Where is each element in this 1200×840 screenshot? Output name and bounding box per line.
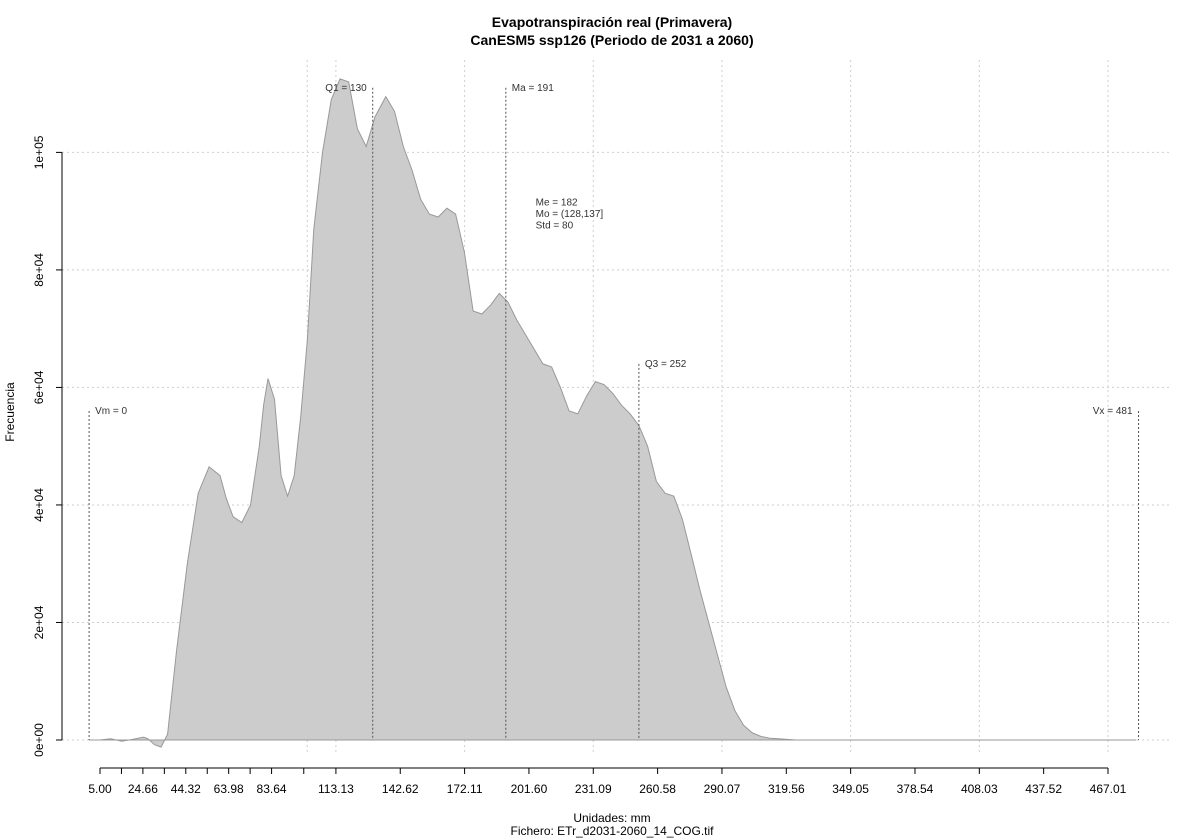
- chart-title: Evapotranspiración real (Primavera): [492, 14, 732, 30]
- x-tick-label: 142.62: [382, 782, 419, 796]
- stats-line: Mo = (128,137]: [536, 209, 604, 220]
- stats-line: Std = 80: [536, 220, 574, 231]
- file-caption: Fichero: ETr_d2031-2060_14_COG.tif: [511, 824, 715, 838]
- y-tick-label: 2e+04: [32, 605, 46, 639]
- x-tick-label: 378.54: [897, 782, 934, 796]
- reference-lines: Vm = 0 Q1 = 130 Ma = 191 Q3 = 252 Vx = 481: [88, 83, 1140, 740]
- reference-label: Q1 = 130: [325, 83, 367, 94]
- reference-label: Vx = 481: [1093, 406, 1133, 417]
- x-axis-label: Unidades: mm: [573, 811, 650, 825]
- x-tick-label: 113.13: [318, 782, 354, 796]
- x-tick-label: 83.64: [257, 782, 287, 796]
- chart-subtitle: CanESM5 ssp126 (Periodo de 2031 a 2060): [470, 32, 753, 48]
- y-tick-label: 1e+05: [32, 135, 46, 169]
- x-axis: 5.00 24.66 44.32 63.98 83.64 113.13 142.62 172.…: [88, 767, 1127, 796]
- y-tick-label: 6e+04: [32, 370, 46, 404]
- x-tick-label: 319.56: [768, 782, 805, 796]
- x-tick-label: 437.52: [1025, 782, 1062, 796]
- y-tick-label: 0e+00: [32, 723, 46, 757]
- x-tick-label: 44.32: [171, 782, 201, 796]
- x-tick-label: 231.09: [575, 782, 612, 796]
- reference-label: Vm = 0: [95, 406, 127, 417]
- y-axis-label: Frecuencia: [3, 382, 17, 442]
- stats-line: Me = 182: [536, 197, 578, 208]
- x-tick-label: 63.98: [214, 782, 244, 796]
- x-tick-label: 408.03: [961, 782, 998, 796]
- density-area: [89, 78, 1137, 748]
- x-tick-label: 5.00: [88, 782, 112, 796]
- x-tick-label: 172.11: [447, 782, 483, 796]
- y-tick-label: 8e+04: [32, 253, 46, 287]
- x-tick-label: 201.60: [511, 782, 548, 796]
- x-tick-label: 349.05: [832, 782, 869, 796]
- y-axis: 0e+00 2e+04 4e+04 6e+04 8e+04 1e+05: [32, 135, 63, 757]
- x-tick-label: 467.01: [1090, 782, 1127, 796]
- x-tick-label: 24.66: [128, 782, 158, 796]
- x-tick-label: 260.58: [639, 782, 676, 796]
- reference-label: Q3 = 252: [645, 359, 687, 370]
- y-tick-label: 4e+04: [32, 488, 46, 522]
- reference-label: Ma = 191: [512, 83, 554, 94]
- x-tick-label: 290.07: [704, 782, 741, 796]
